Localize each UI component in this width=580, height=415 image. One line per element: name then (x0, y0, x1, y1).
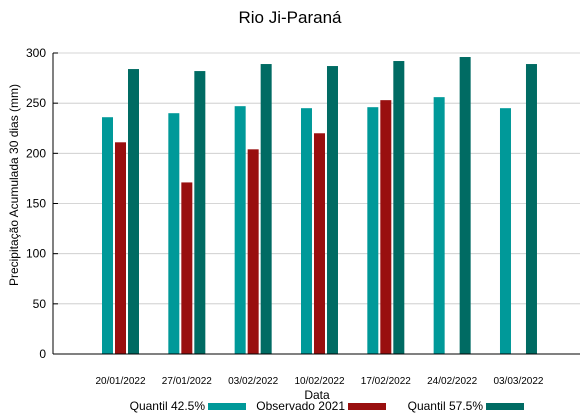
x-tick-label: 03/02/2022 (228, 376, 278, 387)
x-axis-label: Data (304, 388, 330, 402)
bar (247, 149, 259, 354)
bar (499, 108, 511, 354)
legend-label: Quantil 57.5% (407, 399, 483, 413)
bar (260, 64, 272, 354)
legend-label: Quantil 42.5% (129, 399, 205, 413)
legend-item-quantil-42: Quantil 42.5% (100, 399, 246, 413)
legend-label: Observado 2021 (256, 399, 345, 413)
x-tick-label: 27/01/2022 (162, 376, 212, 387)
bar (181, 182, 193, 354)
bar (459, 57, 471, 354)
x-tick-label: 20/01/2022 (95, 376, 145, 387)
bar (300, 108, 312, 354)
legend-item-observado: Observado 2021 (240, 399, 386, 413)
bar (234, 106, 246, 354)
x-tick-label: 03/03/2022 (493, 376, 543, 387)
bar (168, 113, 180, 354)
bar (393, 61, 405, 354)
bar (433, 97, 445, 354)
legend-swatch (208, 403, 246, 410)
chart-title: Rio Ji-Paraná (238, 8, 342, 27)
y-tick-label: 0 (39, 347, 46, 361)
bar (380, 100, 392, 354)
bar (102, 117, 113, 354)
legend-item-quantil-57: Quantil 57.5% (380, 399, 524, 413)
bar (115, 142, 126, 354)
y-tick-label: 100 (26, 247, 46, 261)
y-tick-label: 250 (26, 96, 46, 110)
legend-swatch (348, 403, 386, 410)
x-tick-label: 10/02/2022 (294, 376, 344, 387)
legend-swatch (486, 403, 524, 410)
bar (194, 71, 206, 354)
x-tick-label: 17/02/2022 (361, 376, 411, 387)
bar (525, 64, 537, 354)
bar (367, 107, 379, 355)
bar (313, 133, 325, 354)
y-tick-label: 50 (33, 297, 47, 311)
y-tick-label: 150 (26, 197, 46, 211)
y-tick-label: 200 (26, 146, 46, 160)
bar (128, 69, 139, 354)
y-tick-label: 300 (26, 46, 46, 60)
x-tick-label: 24/02/2022 (427, 376, 477, 387)
bar (326, 66, 338, 354)
